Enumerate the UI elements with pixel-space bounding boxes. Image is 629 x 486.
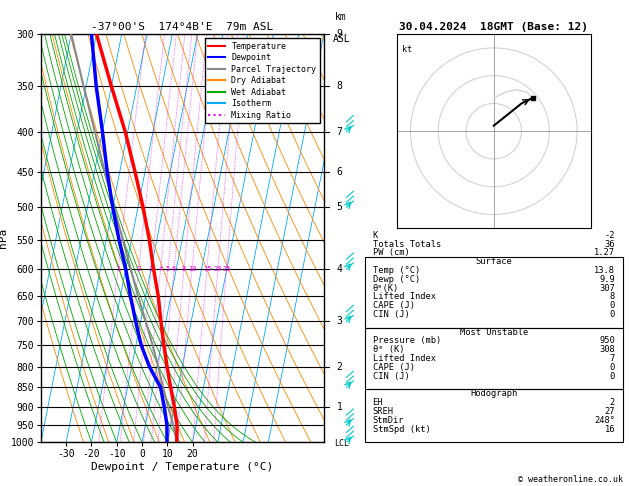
Legend: Temperature, Dewpoint, Parcel Trajectory, Dry Adiabat, Wet Adiabat, Isotherm, Mi: Temperature, Dewpoint, Parcel Trajectory… [205, 38, 320, 123]
Text: K: K [372, 231, 378, 240]
Text: StmSpd (kt): StmSpd (kt) [372, 425, 430, 434]
Text: Lifted Index: Lifted Index [372, 354, 435, 363]
Text: 5: 5 [337, 202, 342, 212]
Text: 307: 307 [599, 284, 615, 293]
Text: 248°: 248° [594, 416, 615, 425]
Bar [365, 389, 623, 442]
Text: -2: -2 [604, 231, 615, 240]
Text: 8: 8 [182, 266, 186, 272]
Text: 7: 7 [337, 126, 342, 137]
Text: 3: 3 [149, 266, 153, 272]
Text: 8: 8 [337, 81, 342, 91]
Bar [365, 257, 623, 328]
Text: EH: EH [372, 398, 383, 407]
Text: CIN (J): CIN (J) [372, 372, 409, 381]
Text: LCL: LCL [334, 439, 348, 448]
Text: 13.8: 13.8 [594, 266, 615, 275]
Text: 9: 9 [337, 29, 342, 39]
Text: StmDir: StmDir [372, 416, 404, 425]
Text: 36: 36 [604, 240, 615, 248]
Text: θᵉ(K): θᵉ(K) [372, 284, 399, 293]
Text: 0: 0 [610, 363, 615, 372]
X-axis label: Dewpoint / Temperature (°C): Dewpoint / Temperature (°C) [91, 462, 274, 472]
Text: 6: 6 [337, 167, 342, 176]
Text: 10: 10 [188, 266, 196, 272]
Text: 2: 2 [136, 266, 141, 272]
Title: -37°00'S  174°4B'E  79m ASL: -37°00'S 174°4B'E 79m ASL [91, 22, 274, 32]
Text: Most Unstable: Most Unstable [460, 328, 528, 337]
Text: 0: 0 [610, 301, 615, 310]
Text: Pressure (mb): Pressure (mb) [372, 336, 441, 346]
Text: SREH: SREH [372, 407, 394, 416]
Text: Hodograph: Hodograph [470, 389, 518, 399]
Text: 6: 6 [172, 266, 176, 272]
Text: 7: 7 [610, 354, 615, 363]
Text: 25: 25 [222, 266, 231, 272]
Y-axis label: hPa: hPa [0, 228, 8, 248]
Text: ASL: ASL [332, 34, 350, 44]
Text: 0: 0 [610, 310, 615, 319]
Text: 950: 950 [599, 336, 615, 346]
Text: kt: kt [402, 45, 412, 54]
Text: Dewp (°C): Dewp (°C) [372, 275, 420, 284]
Text: 2: 2 [610, 398, 615, 407]
Text: km: km [335, 12, 347, 22]
Text: 4: 4 [337, 264, 342, 274]
Text: 30.04.2024  18GMT (Base: 12): 30.04.2024 18GMT (Base: 12) [399, 21, 588, 32]
Text: 0: 0 [610, 372, 615, 381]
Text: Temp (°C): Temp (°C) [372, 266, 420, 275]
Text: 20: 20 [214, 266, 222, 272]
Text: © weatheronline.co.uk: © weatheronline.co.uk [518, 474, 623, 484]
Text: 2: 2 [337, 362, 342, 372]
Text: CIN (J): CIN (J) [372, 310, 409, 319]
Text: 1.27: 1.27 [594, 248, 615, 258]
Text: Totals Totals: Totals Totals [372, 240, 441, 248]
Bar [365, 328, 623, 389]
Text: CAPE (J): CAPE (J) [372, 301, 415, 310]
Text: 5: 5 [166, 266, 170, 272]
Text: 15: 15 [203, 266, 211, 272]
Text: θᵉ (K): θᵉ (K) [372, 345, 404, 354]
Text: PW (cm): PW (cm) [372, 248, 409, 258]
Text: 1: 1 [337, 401, 342, 412]
Text: 27: 27 [604, 407, 615, 416]
Text: CAPE (J): CAPE (J) [372, 363, 415, 372]
Text: 9.9: 9.9 [599, 275, 615, 284]
Text: 8: 8 [610, 293, 615, 301]
Text: 1: 1 [116, 266, 120, 272]
Text: 308: 308 [599, 345, 615, 354]
Text: 3: 3 [337, 316, 342, 326]
Text: 16: 16 [604, 425, 615, 434]
Text: 4: 4 [159, 266, 162, 272]
Text: Surface: Surface [476, 257, 512, 266]
Text: Lifted Index: Lifted Index [372, 293, 435, 301]
